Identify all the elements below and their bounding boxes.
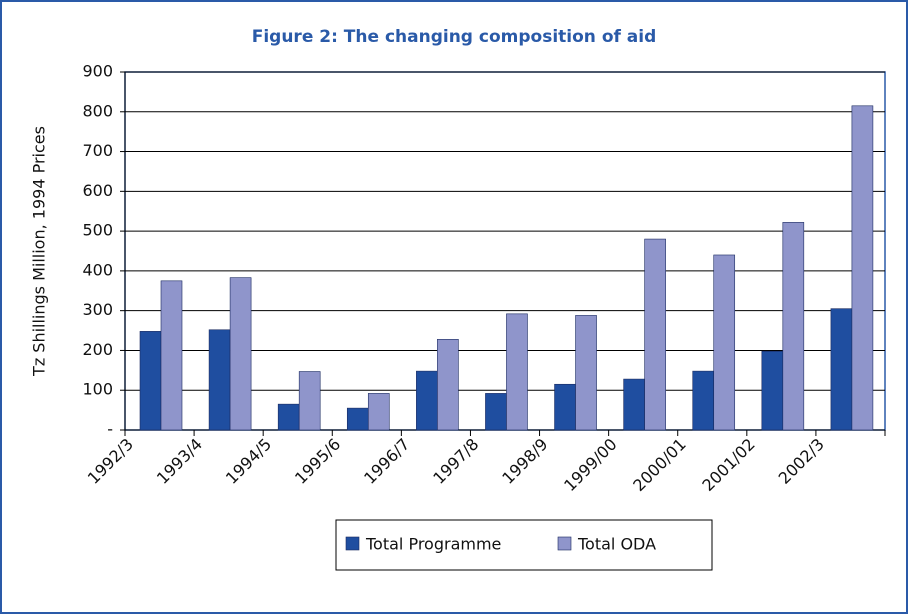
legend-label: Total ODA <box>577 535 656 554</box>
y-tick-label: 400 <box>82 260 113 279</box>
bar <box>367 393 390 431</box>
bar <box>160 280 183 431</box>
bar <box>644 238 666 431</box>
bar <box>437 339 459 431</box>
bar <box>298 371 321 431</box>
bar <box>851 105 874 431</box>
y-axis-label: Tz Shillings Million, 1994 Prices <box>30 126 49 377</box>
y-tick-label: 800 <box>82 101 113 120</box>
bar <box>416 370 438 431</box>
bar <box>346 407 369 431</box>
bar <box>485 393 507 431</box>
bar <box>139 331 162 431</box>
y-tick-label: 900 <box>82 62 113 81</box>
bar <box>277 403 300 431</box>
chart-title: Figure 2: The changing composition of ai… <box>252 27 657 47</box>
bar <box>761 350 784 431</box>
legend-label: Total Programme <box>365 535 501 554</box>
bar <box>506 313 528 431</box>
y-tick-label: 300 <box>82 300 113 319</box>
y-tick-label: 200 <box>82 340 113 359</box>
y-tick-label: 500 <box>82 221 113 240</box>
bar <box>692 370 715 431</box>
legend-box <box>335 519 713 571</box>
bar <box>713 254 736 431</box>
bar <box>782 222 805 431</box>
y-tick-label: 600 <box>82 181 113 200</box>
legend-swatch <box>345 536 360 551</box>
bar <box>229 277 252 431</box>
bar <box>623 378 645 431</box>
bar <box>830 308 853 431</box>
y-tick-label: - <box>107 420 113 439</box>
bar <box>208 329 231 431</box>
legend-swatch <box>557 536 572 551</box>
bar <box>554 383 576 431</box>
y-tick-label: 100 <box>82 380 113 399</box>
y-tick-label: 700 <box>82 141 113 160</box>
bar <box>575 315 597 431</box>
